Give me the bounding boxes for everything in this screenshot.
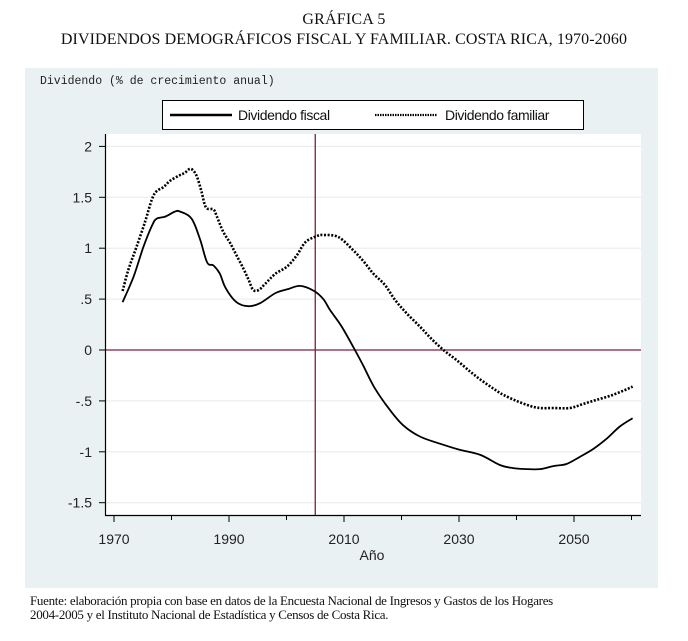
plot-area bbox=[106, 134, 641, 515]
x-tick-label: 2010 bbox=[328, 531, 359, 547]
y-tick-label: 2 bbox=[84, 138, 92, 154]
y-tick-label: 1.5 bbox=[73, 189, 93, 205]
legend-label-fiscal: Dividendo fiscal bbox=[238, 107, 330, 123]
series-line-dividendo-fiscal bbox=[121, 209, 634, 471]
y-tick-label: .5 bbox=[80, 291, 92, 307]
x-tick-label: 2030 bbox=[443, 531, 474, 547]
y-tick-label: 0 bbox=[84, 342, 92, 358]
legend-label-familiar: Dividendo familiar bbox=[445, 107, 550, 123]
y-axis-title: Dividendo (% de crecimiento anual) bbox=[40, 75, 275, 88]
series-layer bbox=[121, 167, 634, 471]
x-tick-label: 1970 bbox=[98, 531, 129, 547]
y-tick-label: -.5 bbox=[76, 393, 93, 409]
x-tick-label: 1990 bbox=[213, 531, 244, 547]
y-axis-ticks: -1.5 -1 -.5 0 .5 1 1.5 2 bbox=[68, 138, 106, 511]
y-tick-label: -1.5 bbox=[68, 495, 92, 511]
series-line-dividendo-familiar bbox=[121, 167, 634, 410]
source-note-line-2: 2004-2005 y el Instituto Nacional de Est… bbox=[30, 607, 389, 622]
x-axis-ticks: 1970 1990 2010 2030 2050 bbox=[98, 515, 632, 547]
legend: Dividendo fiscal Dividendo familiar bbox=[162, 100, 584, 130]
gridlines bbox=[106, 145, 641, 504]
source-note-line-1: Fuente: elaboración propia con base en d… bbox=[30, 593, 553, 608]
source-note: Fuente: elaboración propia con base en d… bbox=[30, 594, 680, 622]
x-axis-title: Año bbox=[360, 547, 385, 563]
x-tick-label: 2050 bbox=[558, 531, 589, 547]
legend-box bbox=[162, 100, 584, 130]
y-tick-label: -1 bbox=[80, 444, 93, 460]
chart-number-title: GRÁFICA 5 bbox=[302, 11, 386, 28]
chart-header: GRÁFICA 5 DIVIDENDOS DEMOGRÁFICOS FISCAL… bbox=[0, 10, 688, 50]
reference-lines bbox=[106, 134, 641, 515]
chart-title: DIVIDENDOS DEMOGRÁFICOS FISCAL Y FAMILIA… bbox=[60, 31, 628, 48]
y-tick-label: 1 bbox=[84, 240, 92, 256]
